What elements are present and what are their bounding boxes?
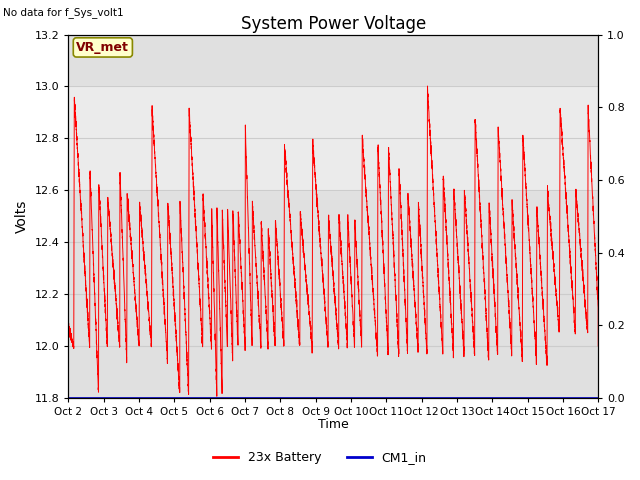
- Bar: [68, 86, 598, 190]
- Text: No data for f_Sys_volt1: No data for f_Sys_volt1: [3, 7, 124, 18]
- Y-axis label: Volts: Volts: [15, 200, 29, 233]
- Legend: 23x Battery, CM1_in: 23x Battery, CM1_in: [208, 446, 432, 469]
- X-axis label: Time: Time: [318, 419, 349, 432]
- Text: VR_met: VR_met: [76, 41, 129, 54]
- Title: System Power Voltage: System Power Voltage: [241, 15, 426, 33]
